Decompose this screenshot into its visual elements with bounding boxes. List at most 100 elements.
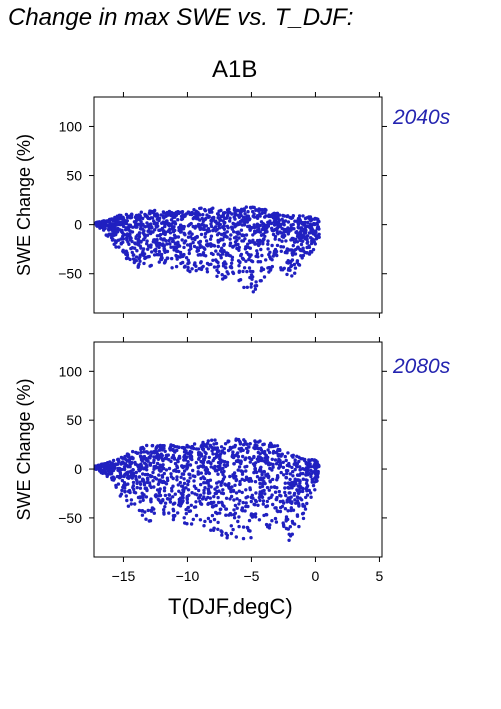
data-point	[276, 452, 280, 457]
data-point	[230, 227, 234, 231]
data-point	[207, 455, 211, 460]
data-point	[201, 251, 206, 255]
data-point	[125, 459, 129, 463]
data-point	[117, 245, 121, 249]
data-point	[199, 471, 203, 475]
data-point	[195, 246, 199, 250]
data-point	[168, 231, 173, 235]
data-point	[151, 230, 155, 234]
data-point	[117, 213, 122, 217]
data-point	[230, 485, 234, 489]
data-point	[216, 252, 220, 256]
data-point	[215, 452, 219, 456]
data-point	[232, 476, 236, 480]
data-point	[301, 504, 305, 508]
data-point	[173, 492, 177, 496]
data-point	[129, 474, 134, 478]
data-point	[173, 450, 177, 454]
data-point	[131, 253, 135, 257]
data-point	[224, 275, 228, 279]
data-point	[283, 454, 287, 459]
data-point	[167, 466, 172, 471]
data-point	[199, 502, 204, 506]
data-point	[241, 257, 246, 261]
data-point	[248, 442, 252, 446]
data-point	[194, 268, 198, 273]
data-point	[301, 457, 305, 461]
data-point	[203, 217, 207, 222]
data-point	[157, 490, 161, 495]
data-point	[238, 222, 242, 226]
data-point	[244, 442, 248, 446]
data-point	[190, 457, 194, 462]
data-point	[274, 462, 279, 466]
data-point	[161, 215, 166, 219]
data-point	[216, 260, 220, 265]
data-point	[284, 239, 288, 243]
data-point	[124, 494, 128, 498]
data-point	[179, 214, 184, 219]
data-point	[273, 221, 277, 226]
data-point	[297, 473, 302, 477]
data-point	[203, 232, 208, 236]
data-point	[258, 214, 262, 218]
data-point	[234, 235, 238, 239]
data-point	[176, 459, 180, 464]
data-point	[225, 463, 230, 467]
data-point	[202, 477, 207, 481]
data-point	[292, 262, 297, 267]
data-point	[220, 273, 224, 277]
data-point	[307, 231, 312, 235]
data-point	[314, 237, 319, 241]
data-point	[257, 447, 261, 451]
data-point	[253, 242, 257, 246]
data-point	[260, 472, 264, 477]
data-point	[237, 489, 241, 493]
data-point	[238, 442, 243, 446]
data-point	[174, 253, 178, 258]
x-tick-label: −10	[176, 568, 200, 584]
data-point	[129, 213, 134, 217]
data-point	[126, 476, 131, 480]
data-point	[224, 513, 228, 517]
data-point	[286, 469, 290, 473]
data-point	[259, 448, 264, 452]
data-point	[243, 247, 248, 251]
data-point	[230, 255, 235, 259]
data-point	[286, 517, 290, 522]
data-point	[230, 258, 234, 262]
data-point	[262, 442, 266, 446]
data-point	[276, 215, 280, 220]
data-point	[212, 265, 217, 269]
data-point	[130, 250, 134, 255]
data-point	[288, 491, 292, 495]
data-point	[125, 452, 130, 456]
data-point	[234, 478, 239, 482]
data-point	[254, 499, 258, 504]
data-point	[270, 519, 274, 523]
data-point	[121, 240, 125, 244]
data-point	[139, 455, 143, 459]
data-point	[290, 274, 294, 278]
data-point	[292, 462, 296, 466]
data-point	[213, 464, 217, 469]
data-point	[222, 243, 226, 247]
data-point	[252, 454, 256, 459]
data-point	[219, 481, 224, 485]
data-point	[281, 460, 285, 464]
data-point	[136, 451, 140, 455]
data-point	[247, 257, 251, 262]
data-point	[126, 482, 130, 486]
data-point	[293, 467, 297, 472]
data-point	[312, 465, 317, 470]
data-point	[177, 445, 181, 449]
data-point	[210, 513, 215, 518]
data-point	[139, 220, 143, 224]
data-point	[186, 460, 190, 464]
data-point	[226, 272, 230, 276]
data-point	[115, 223, 120, 227]
data-point	[121, 234, 125, 239]
data-point	[313, 242, 317, 246]
data-point	[168, 227, 172, 232]
data-point	[167, 493, 171, 497]
